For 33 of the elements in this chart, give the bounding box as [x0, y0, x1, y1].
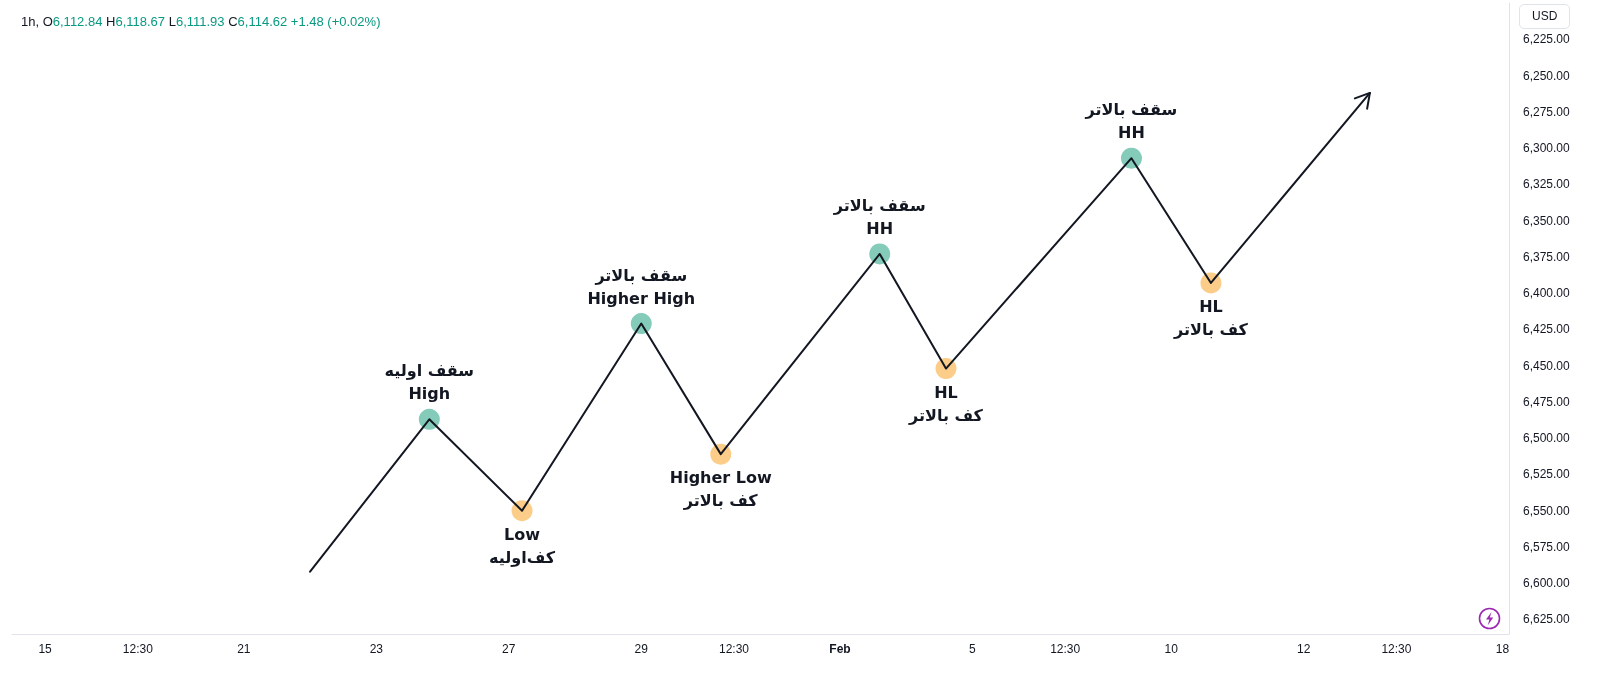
x-tick-label: 15 — [38, 642, 53, 656]
x-tick-label: 5 — [969, 642, 977, 656]
y-tick-label: 6,275.00 — [1523, 104, 1571, 119]
y-tick-label: 6,525.00 — [1523, 467, 1571, 482]
y-tick-label: 6,575.00 — [1523, 539, 1571, 554]
x-tick-label: 10 — [1164, 642, 1179, 656]
y-tick-label: 6,250.00 — [1523, 68, 1571, 83]
y-tick-label: 6,325.00 — [1523, 177, 1571, 192]
x-tick-label: 12:30 — [1050, 642, 1081, 656]
y-tick-label: 6,375.00 — [1523, 249, 1571, 264]
x-tick-label: 12:30 — [1381, 642, 1412, 656]
x-tick-label: 12:30 — [122, 642, 154, 656]
y-tick-label: 6,475.00 — [1523, 394, 1571, 409]
x-tick-label: 27 — [502, 642, 516, 656]
y-tick-label: 6,625.00 — [1523, 612, 1571, 627]
x-tick-label: 29 — [634, 642, 649, 656]
x-tick-label: 21 — [237, 642, 251, 656]
x-tick-label: 18 — [1495, 642, 1510, 656]
chart-title: 1h, O6,112.84 H6,118.67 L6,111.93 C6,114.62 +1.48 (+0.02%) — [21, 14, 381, 29]
y-tick-label: 6,450.00 — [1523, 358, 1571, 373]
x-tick-label: Feb — [829, 642, 851, 656]
y-tick-label: 6,400.00 — [1523, 286, 1571, 301]
y-tick-label: 6,500.00 — [1523, 431, 1571, 446]
x-tick-label: 12 — [1296, 642, 1311, 656]
x-tick-label: 12:30 — [718, 642, 750, 656]
y-tick-label: 6,550.00 — [1523, 503, 1571, 518]
y-tick-label: 6,600.00 — [1523, 576, 1571, 591]
y-tick-label: 6,425.00 — [1523, 322, 1571, 337]
y-axis-title: USD — [1519, 4, 1571, 29]
y-tick-label: 6,350.00 — [1523, 213, 1571, 228]
y-tick-label: 6,300.00 — [1523, 141, 1571, 156]
x-tick-label: 23 — [369, 642, 384, 656]
y-tick-label: 6,225.00 — [1523, 32, 1571, 47]
